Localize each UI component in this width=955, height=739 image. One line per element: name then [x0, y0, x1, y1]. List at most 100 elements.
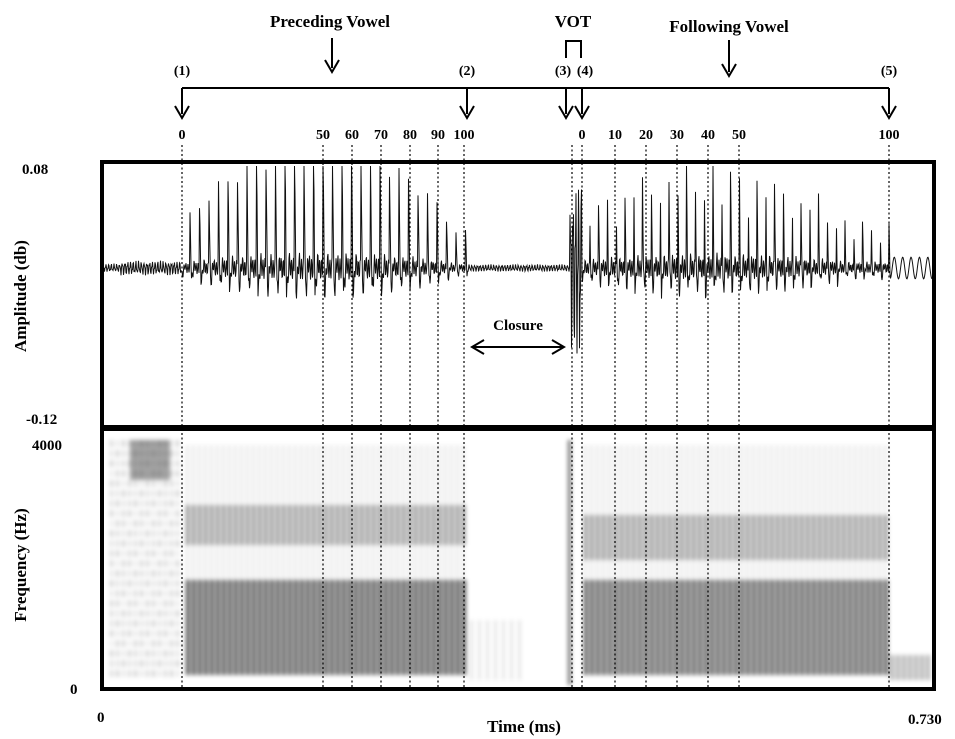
spectrogram-band — [354, 505, 358, 545]
spectrogram-band — [444, 445, 447, 675]
spectrogram-band — [134, 540, 137, 547]
spectrogram-band — [812, 515, 816, 560]
spectrogram-band — [122, 460, 125, 467]
spectrogram-band — [134, 600, 137, 607]
spectrogram-band — [116, 460, 119, 467]
spectrogram-band — [134, 490, 137, 497]
spectrogram-band — [134, 560, 137, 567]
spectrogram-band — [186, 445, 189, 675]
spectrogram-band — [462, 445, 465, 675]
spectrogram-band — [170, 550, 173, 557]
spectrogram-band — [608, 580, 612, 675]
spectrogram-band — [384, 505, 388, 545]
spectrogram-band — [110, 520, 113, 527]
spectrogram-band — [158, 480, 161, 487]
time-axis-start: 0 — [97, 710, 105, 726]
spectrogram-band — [170, 450, 173, 457]
spectrogram-band — [146, 620, 149, 627]
spectrogram-band — [288, 580, 292, 675]
spectrogram-band — [324, 505, 328, 545]
spectrogram-band — [788, 515, 792, 560]
spectrogram-band — [366, 505, 370, 545]
spectrogram-band — [140, 570, 143, 577]
spectrogram-band — [872, 580, 876, 675]
spectrogram-band — [510, 620, 513, 680]
spectrogram-band — [176, 500, 179, 507]
spectrogram-band — [890, 655, 894, 680]
spectrogram-band — [396, 445, 399, 675]
spectrogram-band — [122, 580, 125, 587]
spectrogram-band — [414, 445, 417, 675]
spectrogram-band — [866, 515, 870, 560]
spectrogram-band — [140, 500, 143, 507]
spectrogram-band — [926, 655, 930, 680]
spectrogram-band — [656, 580, 660, 675]
spectrogram-band — [116, 610, 119, 617]
spectrogram-band — [146, 490, 149, 497]
vot-bracket — [565, 40, 582, 58]
spectrogram-band — [662, 515, 666, 560]
spectrogram-band — [170, 650, 173, 657]
spectrogram-band — [336, 505, 340, 545]
spectrogram-band — [752, 515, 756, 560]
spectrogram-band — [728, 580, 732, 675]
spectrogram-band — [770, 515, 774, 560]
spectrogram-band — [264, 580, 268, 675]
spectrogram-band — [146, 670, 149, 677]
spectrogram-band — [210, 445, 213, 675]
spectrogram-band — [746, 580, 750, 675]
percent-tick-label: 50 — [732, 128, 746, 143]
event-arrowhead — [174, 105, 190, 120]
spectrogram-band — [264, 445, 267, 675]
spectrogram-band — [450, 505, 454, 545]
spectrogram-band — [330, 505, 334, 545]
spectrogram-band — [128, 530, 131, 537]
spectrogram-band — [116, 500, 119, 507]
spectrogram-band — [164, 520, 167, 527]
spectrogram-band — [110, 670, 113, 677]
spectrogram-band — [158, 600, 161, 607]
spectrogram-band — [210, 505, 214, 545]
spectrogram-band — [122, 480, 125, 487]
spectrogram-band — [134, 520, 137, 527]
spectrogram-band — [176, 550, 179, 557]
spectrogram-band — [324, 445, 327, 675]
spectrogram-band — [170, 530, 173, 537]
spectrogram-band — [134, 570, 137, 577]
spectrogram-band — [170, 440, 173, 447]
spectrogram-band — [110, 610, 113, 617]
waveform-trace — [103, 165, 933, 354]
spectrogram-band — [164, 570, 167, 577]
percent-ticks: 0 50 60 70 80 90 100 0 10 20 30 40 50 100 — [179, 128, 900, 143]
spectrogram-band — [134, 590, 137, 597]
spectrogram-band — [176, 530, 179, 537]
percent-tick-label: 100 — [454, 128, 475, 143]
spectrogram-band — [116, 510, 119, 517]
spectrogram-band — [662, 580, 666, 675]
percent-tick-label: 100 — [879, 128, 900, 143]
spectrogram-band — [818, 580, 822, 675]
spectrogram-band — [134, 550, 137, 557]
spectrogram-band — [176, 600, 179, 607]
spectrogram-band — [758, 515, 762, 560]
spectrogram-band — [122, 510, 125, 517]
spectrogram-band — [222, 580, 226, 675]
spectrogram-band — [318, 445, 321, 675]
spectrogram-band — [360, 505, 364, 545]
spectrogram-band — [836, 515, 840, 560]
spectrogram-band — [390, 580, 394, 675]
spectrogram-band — [116, 660, 119, 667]
spectrogram-band — [116, 480, 119, 487]
spectrogram-band — [128, 640, 131, 647]
spectrogram-band — [914, 655, 918, 680]
spectrogram-band — [128, 500, 131, 507]
spectrogram-band — [128, 590, 131, 597]
spectrogram-band — [164, 540, 167, 547]
spectrogram-band — [122, 550, 125, 557]
spectrogram-band — [620, 580, 624, 675]
spectrogram-band — [252, 505, 256, 545]
spectrogram-band — [158, 620, 161, 627]
spectrogram-band — [692, 515, 696, 560]
spectrogram-band — [122, 590, 125, 597]
